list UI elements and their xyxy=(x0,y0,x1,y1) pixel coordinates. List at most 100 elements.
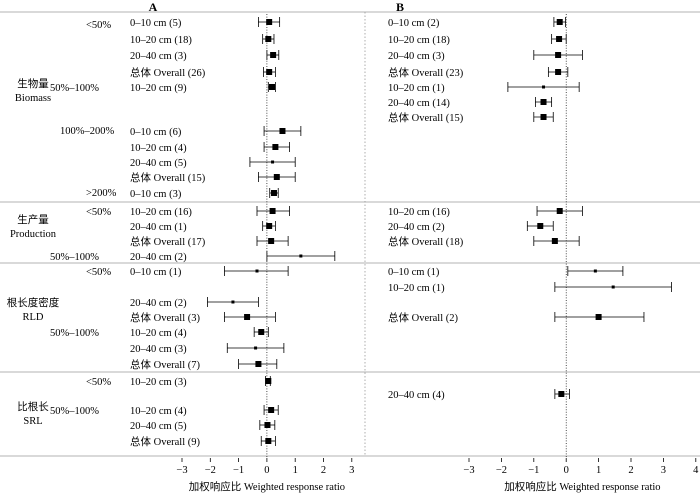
row-label: 10–20 cm (4) xyxy=(130,143,187,154)
effect-size-point xyxy=(265,438,272,444)
effect-size-point xyxy=(265,36,272,42)
effect-size-point xyxy=(540,99,547,105)
effect-size-point xyxy=(268,84,275,90)
effect-size-point xyxy=(279,128,286,134)
panel-a-forest-plot: −3 −2 −1 0 1 2 3 加权响应比 Weighted response ratio 0… xyxy=(130,14,354,493)
group-srl-zh: 比根长 xyxy=(17,400,49,413)
effect-size-point xyxy=(270,190,277,196)
row-label: 总体 Overall (18) xyxy=(388,235,464,248)
effect-size-point xyxy=(266,69,273,75)
row-label: 10–20 cm (1) xyxy=(388,83,445,94)
effect-size-point xyxy=(299,254,303,258)
group-biomass-en: Biomass xyxy=(15,93,51,104)
row-label: 20–40 cm (1) xyxy=(130,222,187,233)
subgroup-label: 50%–100% xyxy=(50,252,99,263)
row-label: 总体 Overall (7) xyxy=(130,358,200,371)
x-tick-label: −1 xyxy=(233,465,244,476)
effect-size-point xyxy=(254,346,258,350)
x-tick-label: −1 xyxy=(528,465,539,476)
row-label: 0–10 cm (5) xyxy=(130,18,182,29)
effect-size-point xyxy=(272,144,279,150)
group-srl: 比根长 SRL xyxy=(17,400,49,427)
effect-size-point xyxy=(593,269,597,273)
panel-b-forest-plot: −3 −2 −1 0 1 2 3 4 加权响应比 Weighted response ratio… xyxy=(388,14,699,493)
row-label: 总体 Overall (15) xyxy=(130,171,206,184)
group-biomass: 生物量 Biomass xyxy=(15,77,51,104)
row-label: 总体 Overall (23) xyxy=(388,66,464,79)
subgroup-label: 50%–100% xyxy=(50,406,99,417)
x-tick-label: 2 xyxy=(321,465,326,476)
effect-size-point xyxy=(266,223,273,229)
row-label: 20–40 cm (3) xyxy=(388,51,445,62)
row-label: 总体 Overall (2) xyxy=(388,311,458,324)
row-label: 0–10 cm (1) xyxy=(388,267,440,278)
x-tick-label: −2 xyxy=(496,465,507,476)
effect-size-point xyxy=(255,269,259,273)
effect-size-point xyxy=(595,314,602,320)
row-label: 0–10 cm (6) xyxy=(130,127,182,138)
x-tick-label: 0 xyxy=(564,465,569,476)
row-label: 10–20 cm (4) xyxy=(130,328,187,339)
row-label: 20–40 cm (3) xyxy=(130,51,187,62)
effect-size-point xyxy=(265,378,272,384)
group-biomass-zh: 生物量 xyxy=(17,77,49,90)
effect-size-point xyxy=(258,329,265,335)
row-label: 总体 Overall (26) xyxy=(130,66,206,79)
x-tick-label: 1 xyxy=(293,465,298,476)
subgroup-label: <50% xyxy=(86,377,111,388)
effect-size-point xyxy=(558,391,565,397)
effect-size-point xyxy=(266,19,273,25)
subgroup-label: <50% xyxy=(86,20,111,31)
row-label: 20–40 cm (5) xyxy=(130,421,187,432)
x-tick-label: −3 xyxy=(176,465,187,476)
x-tick-label: 3 xyxy=(349,465,354,476)
effect-size-point xyxy=(268,238,275,244)
effect-size-point xyxy=(537,223,544,229)
row-label: 10–20 cm (4) xyxy=(130,406,187,417)
group-srl-en: SRL xyxy=(23,416,42,427)
effect-size-point xyxy=(555,69,562,75)
effect-size-point xyxy=(231,300,235,304)
x-axis-label: 加权响应比 Weighted response ratio xyxy=(504,480,660,493)
row-label: 20–40 cm (5) xyxy=(130,158,187,169)
row-label: 20–40 cm (14) xyxy=(388,98,450,109)
x-tick-label: 3 xyxy=(661,465,666,476)
effect-size-point xyxy=(556,208,563,214)
row-label: 10–20 cm (16) xyxy=(130,207,192,218)
x-tick-label: −2 xyxy=(205,465,216,476)
x-tick-label: 0 xyxy=(264,465,269,476)
row-label: 20–40 cm (2) xyxy=(130,298,187,309)
subgroup-label: 50%–100% xyxy=(50,83,99,94)
group-production-en: Production xyxy=(10,229,57,240)
x-tick-label: 2 xyxy=(628,465,633,476)
group-rld: 根长度密度 RLD xyxy=(7,296,60,323)
row-label: 10–20 cm (18) xyxy=(388,35,450,46)
row-label: 10–20 cm (3) xyxy=(130,377,187,388)
subgroup-label: <50% xyxy=(86,267,111,278)
x-tick-label: −3 xyxy=(463,465,474,476)
panel-b-label: B xyxy=(396,0,404,14)
row-label: 10–20 cm (9) xyxy=(130,83,187,94)
row-label: 0–10 cm (1) xyxy=(130,267,182,278)
row-label: 总体 Overall (15) xyxy=(388,111,464,124)
row-label: 20–40 cm (2) xyxy=(130,252,187,263)
row-label: 20–40 cm (3) xyxy=(130,344,187,355)
row-label: 0–10 cm (3) xyxy=(130,189,182,200)
effect-size-point xyxy=(556,19,563,25)
x-axis-label: 加权响应比 Weighted response ratio xyxy=(189,480,345,493)
x-tick-label: 1 xyxy=(596,465,601,476)
effect-size-point xyxy=(268,407,275,413)
row-label: 20–40 cm (4) xyxy=(388,390,445,401)
row-label: 20–40 cm (2) xyxy=(388,222,445,233)
row-label: 总体 Overall (17) xyxy=(130,235,206,248)
group-rld-zh: 根长度密度 xyxy=(7,296,60,309)
effect-size-point xyxy=(269,208,276,214)
effect-size-point xyxy=(244,314,251,320)
effect-size-point xyxy=(270,52,277,58)
effect-size-point xyxy=(273,174,280,180)
effect-size-point xyxy=(542,85,546,89)
effect-size-point xyxy=(255,361,262,367)
row-label: 总体 Overall (9) xyxy=(130,435,200,448)
row-label: 10–20 cm (16) xyxy=(388,207,450,218)
